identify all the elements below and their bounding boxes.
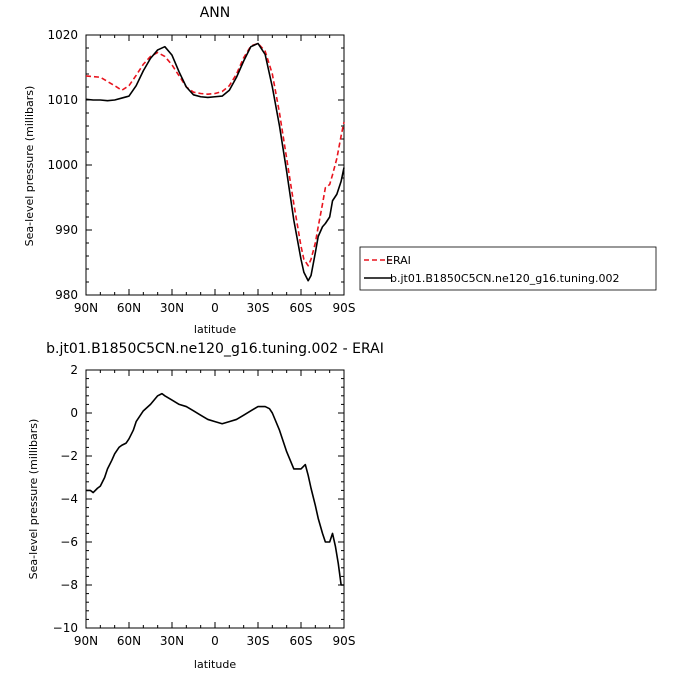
- top-x-tick-label: 90S: [333, 301, 356, 315]
- top-x-tick-label: 60N: [117, 301, 141, 315]
- top-x-tick-label: 30S: [247, 301, 270, 315]
- top-y-tick-label: 1020: [47, 28, 78, 42]
- bottom-y-tick-label: −2: [60, 449, 78, 463]
- bottom-x-tick-label: 90N: [74, 634, 98, 648]
- bottom-panel: b.jt01.B1850C5CN.ne120_g16.tuning.002 - …: [27, 341, 384, 671]
- legend-label-model: b.jt01.B1850C5CN.ne120_g16.tuning.002: [390, 272, 619, 285]
- top-y-axis-label: Sea-level pressure (millibars): [23, 86, 36, 247]
- bottom-y-tick-label: −8: [60, 578, 78, 592]
- top-series-line-1: [85, 42, 345, 282]
- top-y-tick-label: 1000: [47, 158, 78, 172]
- legend: ERAI b.jt01.B1850C5CN.ne120_g16.tuning.0…: [359, 246, 657, 291]
- bottom-x-tick-label: 0: [211, 634, 219, 648]
- bottom-x-tick-label: 90S: [333, 634, 356, 648]
- top-x-tick-label: 30N: [160, 301, 184, 315]
- bottom-chart-title: b.jt01.B1850C5CN.ne120_g16.tuning.002 - …: [46, 341, 384, 357]
- bottom-plot-area: 90N 60N 30N 0 30S 60S 90S −10 −8 −6 −4 −2 0 2: [53, 363, 356, 648]
- bottom-y-tick-label: 0: [70, 406, 78, 420]
- top-chart-title: ANN: [200, 5, 231, 21]
- top-y-tick-label: 990: [55, 223, 78, 237]
- bottom-x-tick-label: 30N: [160, 634, 184, 648]
- bottom-x-tick-label: 60S: [290, 634, 313, 648]
- top-y-tick-label: 1010: [47, 93, 78, 107]
- legend-label-erai: ERAI: [386, 254, 411, 267]
- top-x-axis-label: latitude: [194, 323, 236, 336]
- legend-box: [359, 246, 657, 291]
- top-x-tick-label: 60S: [290, 301, 313, 315]
- bottom-y-axis-label: Sea-level pressure (millibars): [27, 419, 40, 580]
- bottom-series-line-0: [86, 392, 344, 586]
- bottom-x-tick-label: 30S: [247, 634, 270, 648]
- bottom-y-tick-label: −6: [60, 535, 78, 549]
- bottom-y-tick-label: 2: [70, 363, 78, 377]
- top-x-tick-label: 90N: [74, 301, 98, 315]
- top-plot-frame: [85, 34, 345, 296]
- bottom-x-tick-label: 60N: [117, 634, 141, 648]
- top-series-line-0: [85, 42, 345, 267]
- top-x-tick-label: 0: [211, 301, 219, 315]
- bottom-x-axis-label: latitude: [194, 658, 236, 671]
- bottom-y-tick-label: −4: [60, 492, 78, 506]
- top-plot-area: 90N 60N 30N 0 30S 60S 90S 980 990 1000 1010 1020: [47, 28, 355, 315]
- top-y-tick-label: 980: [55, 288, 78, 302]
- bottom-plot-frame: [85, 369, 345, 629]
- top-panel: ANN 90N 60N 30N 0 30S 60S 90S 980 990 1000 1010 102…: [23, 5, 355, 336]
- bottom-y-tick-label: −10: [53, 621, 78, 635]
